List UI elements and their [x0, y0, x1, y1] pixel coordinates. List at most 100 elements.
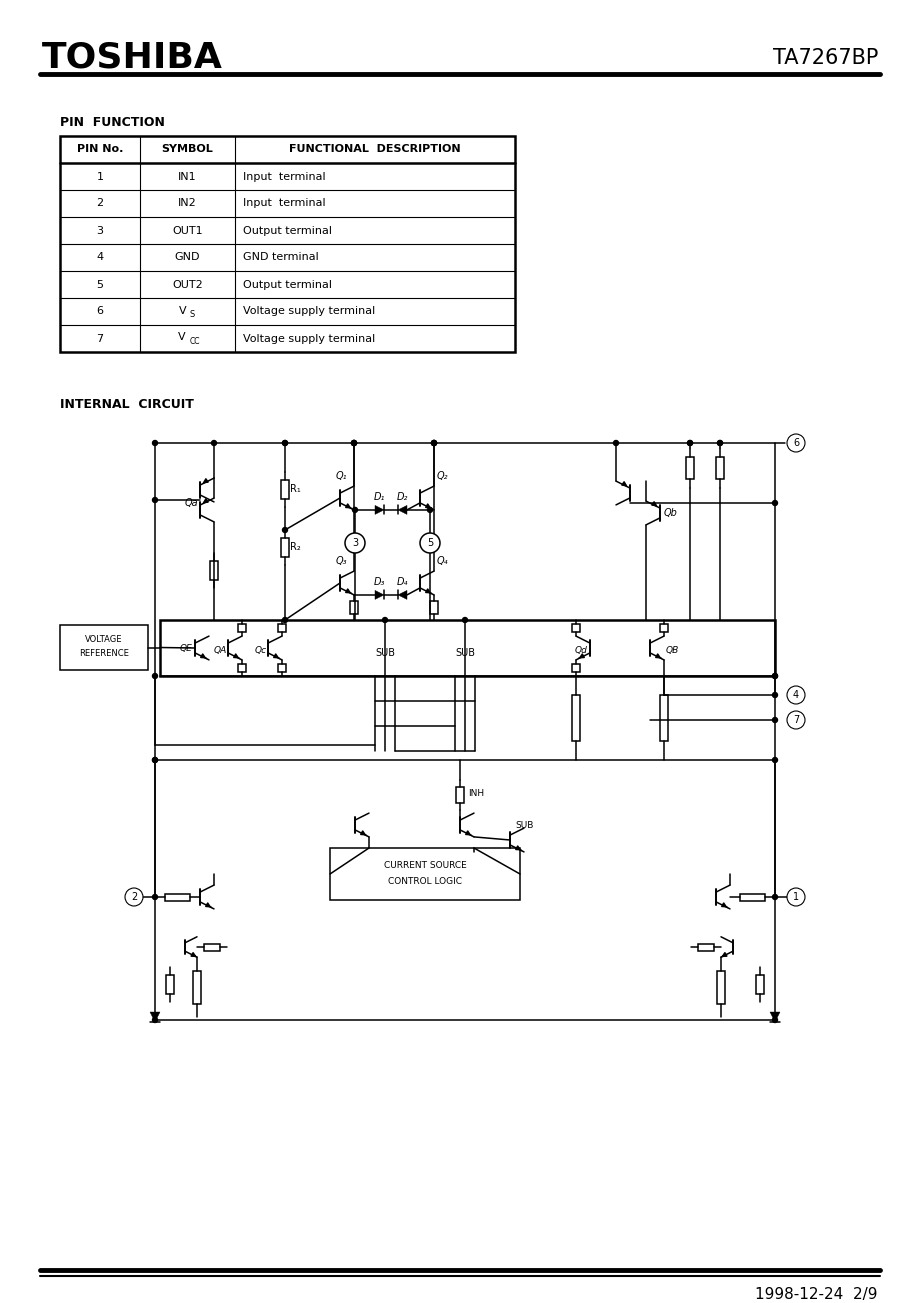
- Circle shape: [351, 440, 357, 446]
- Text: IN1: IN1: [178, 172, 197, 181]
- Circle shape: [772, 692, 777, 697]
- Bar: [349, 601, 357, 614]
- Bar: [165, 975, 174, 994]
- Circle shape: [125, 889, 142, 906]
- Text: Qa: Qa: [184, 498, 198, 508]
- Text: INTERNAL  CIRCUIT: INTERNAL CIRCUIT: [60, 397, 194, 410]
- Text: OUT1: OUT1: [172, 225, 202, 236]
- Bar: [686, 457, 693, 480]
- Circle shape: [772, 674, 777, 679]
- Text: V: V: [177, 332, 185, 343]
- Text: Q₂: Q₂: [437, 472, 448, 481]
- Text: Output terminal: Output terminal: [243, 225, 332, 236]
- Text: 5: 5: [96, 280, 103, 289]
- Text: Qc: Qc: [255, 646, 267, 655]
- Text: Q₄: Q₄: [437, 556, 448, 566]
- Text: QA: QA: [213, 646, 227, 655]
- Text: PIN  FUNCTION: PIN FUNCTION: [60, 116, 165, 129]
- Text: Q₃: Q₃: [335, 556, 346, 566]
- Text: 1: 1: [792, 893, 799, 902]
- Text: 6: 6: [792, 438, 799, 448]
- Polygon shape: [375, 590, 383, 599]
- Text: R₂: R₂: [289, 542, 301, 552]
- Bar: [160, 620, 774, 676]
- Circle shape: [431, 440, 436, 446]
- Bar: [755, 975, 763, 994]
- Circle shape: [153, 674, 157, 679]
- Text: Output terminal: Output terminal: [243, 280, 332, 289]
- Circle shape: [282, 528, 287, 533]
- Text: D₂: D₂: [396, 493, 408, 502]
- Circle shape: [786, 434, 804, 452]
- Bar: [330, 848, 519, 900]
- Text: CURRENT SOURCE: CURRENT SOURCE: [383, 861, 466, 870]
- Text: TOSHIBA: TOSHIBA: [42, 40, 222, 76]
- Text: SUB: SUB: [375, 648, 394, 658]
- Text: IN2: IN2: [178, 198, 197, 208]
- Circle shape: [282, 440, 287, 446]
- Text: D₁: D₁: [373, 493, 385, 502]
- Circle shape: [351, 440, 357, 446]
- Text: Qd: Qd: [574, 646, 587, 655]
- Text: Q₁: Q₁: [335, 472, 346, 481]
- Bar: [715, 457, 723, 480]
- Bar: [456, 787, 463, 803]
- Bar: [280, 538, 289, 558]
- Circle shape: [613, 440, 618, 446]
- Bar: [429, 601, 437, 614]
- Bar: [278, 624, 286, 632]
- Circle shape: [772, 674, 777, 679]
- Text: CONTROL LOGIC: CONTROL LOGIC: [388, 877, 461, 886]
- Circle shape: [352, 507, 357, 512]
- Bar: [60, 625, 148, 670]
- Bar: [165, 894, 189, 900]
- Text: FUNCTIONAL  DESCRIPTION: FUNCTIONAL DESCRIPTION: [289, 145, 460, 155]
- Bar: [193, 971, 200, 1003]
- Text: Voltage supply terminal: Voltage supply terminal: [243, 334, 375, 344]
- Polygon shape: [398, 590, 406, 599]
- Bar: [278, 663, 286, 672]
- Circle shape: [772, 718, 777, 722]
- Bar: [572, 663, 579, 672]
- Text: 1998-12-24  2/9: 1998-12-24 2/9: [754, 1287, 877, 1302]
- Text: 2: 2: [130, 893, 137, 902]
- Circle shape: [717, 440, 721, 446]
- Text: Input  terminal: Input terminal: [243, 172, 325, 181]
- Bar: [739, 894, 764, 900]
- Text: 4: 4: [96, 253, 104, 262]
- Circle shape: [282, 440, 287, 446]
- Text: 3: 3: [96, 225, 103, 236]
- Circle shape: [786, 685, 804, 704]
- Text: D₃: D₃: [373, 577, 385, 586]
- Text: QB: QB: [665, 646, 678, 655]
- Circle shape: [282, 618, 287, 623]
- Text: V: V: [178, 305, 187, 315]
- Text: 6: 6: [96, 306, 103, 317]
- Circle shape: [153, 757, 157, 762]
- Circle shape: [211, 440, 216, 446]
- Circle shape: [431, 440, 436, 446]
- Circle shape: [420, 533, 439, 552]
- Circle shape: [686, 440, 692, 446]
- Text: Input  terminal: Input terminal: [243, 198, 325, 208]
- Bar: [572, 694, 579, 741]
- Polygon shape: [150, 1012, 160, 1022]
- Text: REFERENCE: REFERENCE: [79, 649, 129, 658]
- Text: CC: CC: [189, 337, 199, 347]
- Bar: [203, 943, 220, 950]
- Text: D₄: D₄: [396, 577, 408, 586]
- Text: QE: QE: [180, 644, 193, 653]
- Circle shape: [153, 440, 157, 446]
- Text: TA7267BP: TA7267BP: [772, 48, 877, 68]
- Circle shape: [153, 1018, 157, 1023]
- Text: OUT2: OUT2: [172, 280, 203, 289]
- Circle shape: [772, 500, 777, 506]
- Text: Voltage supply terminal: Voltage supply terminal: [243, 306, 375, 317]
- Text: PIN No.: PIN No.: [76, 145, 123, 155]
- Circle shape: [351, 440, 357, 446]
- Circle shape: [345, 533, 365, 552]
- Circle shape: [717, 440, 721, 446]
- Bar: [238, 663, 245, 672]
- Circle shape: [772, 757, 777, 762]
- Circle shape: [786, 889, 804, 906]
